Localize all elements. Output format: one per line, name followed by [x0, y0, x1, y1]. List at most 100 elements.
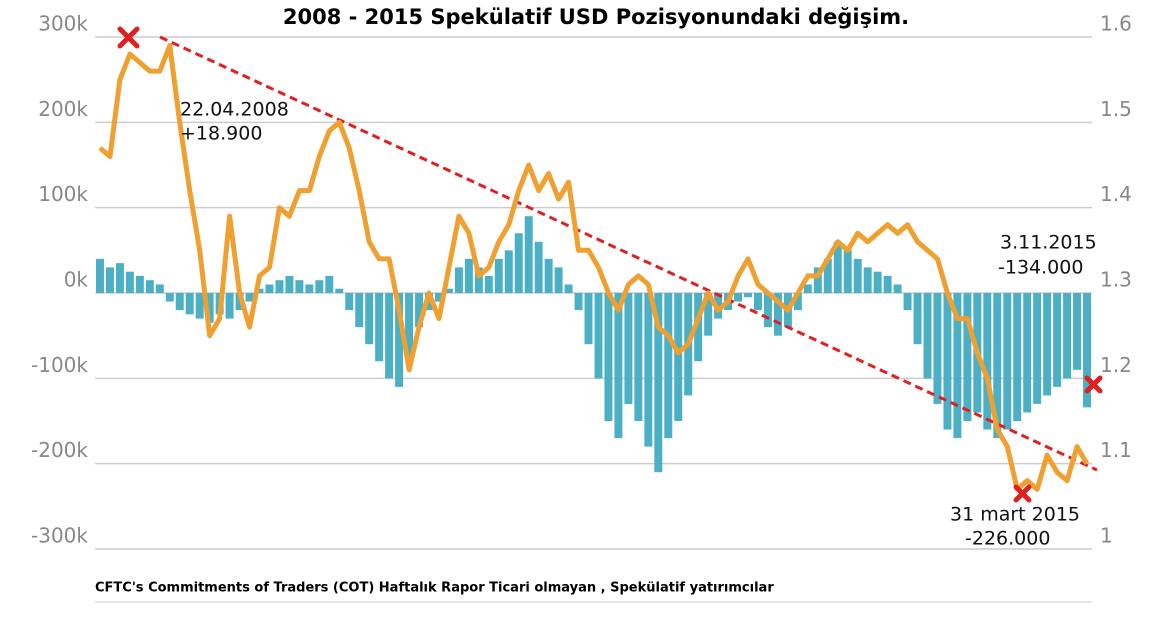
bar [1013, 293, 1022, 421]
annotation: 22.04.2008 [180, 99, 289, 121]
markers [117, 26, 1103, 503]
bar [734, 293, 743, 302]
bar [275, 280, 284, 293]
bar [504, 250, 513, 293]
bar [245, 293, 254, 302]
bar [165, 293, 174, 302]
bar [674, 293, 683, 421]
y2-tick-label: 1.4 [1100, 182, 1132, 206]
bar [863, 267, 872, 293]
bar [983, 293, 992, 430]
bar [963, 293, 972, 421]
bar [893, 284, 902, 293]
bar [305, 284, 314, 293]
bar [225, 293, 234, 319]
bar [594, 293, 603, 379]
trend-line [159, 35, 1098, 472]
bar [205, 293, 214, 323]
bar [634, 293, 643, 421]
bar [584, 293, 593, 345]
y2-tick-label: 1.5 [1100, 97, 1132, 121]
bar [793, 293, 802, 311]
bar [295, 280, 304, 293]
bar [405, 293, 414, 362]
marker [1013, 484, 1032, 503]
bar [115, 263, 124, 293]
y-tick-label: 0k [64, 268, 89, 292]
marker [1084, 375, 1103, 394]
bar [385, 293, 394, 379]
bar [365, 293, 374, 345]
bar [454, 267, 463, 293]
bar [434, 293, 443, 302]
bar [315, 280, 324, 293]
bar [883, 275, 892, 293]
y-tick-label: -300k [31, 524, 88, 548]
bar [484, 275, 493, 293]
bar [95, 258, 104, 293]
bar [534, 241, 543, 293]
bar [664, 293, 673, 439]
y2-tick-label: 1 [1100, 524, 1113, 548]
bar [843, 250, 852, 293]
bar [1083, 293, 1092, 408]
bar [1063, 293, 1072, 379]
line [98, 43, 1090, 492]
bar [1053, 293, 1062, 387]
bar [754, 293, 762, 311]
y-tick-label: 200k [38, 97, 88, 121]
bar [125, 271, 134, 293]
bar [345, 293, 354, 311]
y2-tick-label: 1.3 [1100, 268, 1132, 292]
bar [265, 284, 274, 293]
chart-title: 2008 - 2015 Spekülatif USD Pozisyonundak… [283, 5, 909, 29]
bar [544, 258, 553, 293]
marker [117, 26, 140, 49]
bar [375, 293, 384, 362]
bar [285, 275, 294, 293]
bar [1073, 293, 1082, 370]
bar [574, 293, 583, 311]
bar [694, 293, 703, 362]
bar [813, 267, 822, 293]
bar [763, 293, 772, 328]
bar [823, 258, 832, 293]
annotation: -226.000 [965, 528, 1050, 550]
bar [195, 293, 204, 319]
bar [135, 275, 144, 293]
y2-tick-label: 1.2 [1100, 353, 1132, 377]
annotation: 3.11.2015 [1000, 232, 1097, 254]
y2-tick-label: 1.6 [1100, 12, 1132, 36]
bar [833, 241, 842, 293]
bar [255, 288, 264, 293]
bar [1033, 293, 1042, 404]
bar [943, 293, 952, 430]
bar [474, 267, 483, 293]
bar [415, 293, 424, 328]
bar [704, 293, 713, 336]
bar [953, 293, 962, 439]
bar [604, 293, 613, 421]
annotation: +18.900 [180, 123, 262, 145]
bar [913, 293, 922, 345]
bar [614, 293, 623, 439]
bar [873, 271, 882, 293]
bar [1003, 293, 1012, 430]
bar [355, 293, 364, 328]
annotation: 31 mart 2015 [950, 504, 1080, 526]
bar [155, 284, 164, 293]
bar [175, 293, 184, 311]
y-tick-label: 300k [38, 12, 88, 36]
bar [803, 284, 812, 293]
annotation: -134.000 [998, 257, 1083, 279]
bar [853, 258, 862, 293]
bar [335, 288, 344, 293]
bar [514, 233, 523, 293]
bar [554, 267, 563, 293]
bar [1023, 293, 1032, 413]
y-tick-label: -200k [31, 438, 88, 462]
bar [395, 293, 404, 387]
bar [464, 258, 473, 293]
bar [524, 216, 533, 293]
